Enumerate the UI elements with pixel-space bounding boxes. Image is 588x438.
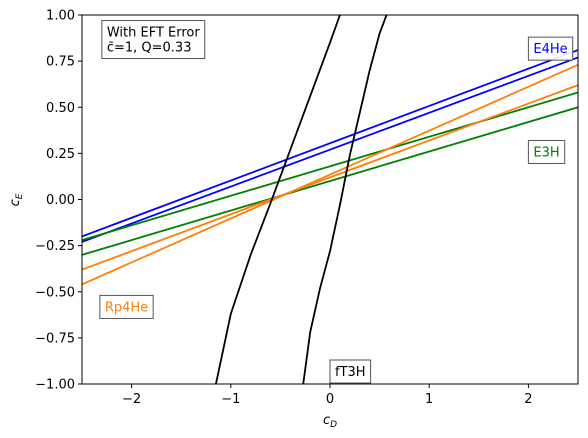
label-e3h-box (527, 139, 566, 164)
label-e4he-text-line: E4He (533, 42, 567, 57)
series-rp4he-line-5 (82, 63, 578, 286)
eft-box-text-line: c̄=1, Q=0.33 (107, 41, 192, 56)
y-tick-label: −0.50 (35, 285, 75, 300)
label-ft3h-annotation: fT3H (329, 359, 372, 384)
plot-frame (81, 14, 579, 385)
label-e4he-box (527, 36, 574, 61)
y-tick-label: −0.25 (35, 239, 75, 254)
x-tick-label: −2 (122, 392, 141, 407)
x-axis-label: cD (323, 413, 337, 430)
label-ft3h-box (329, 359, 372, 384)
label-e3h-text-line: E3H (533, 145, 559, 160)
label-e3h-annotation: E3H (527, 139, 566, 164)
y-tick-label: 0.75 (46, 55, 75, 70)
y-axis-ticks: −1.00 −0.75 −0.50 −0.25 0.00 0.25 0.50 0.75 1.00 (35, 9, 82, 393)
label-ft3h-text-line: fT3H (335, 365, 366, 380)
series-layer (82, 15, 578, 384)
y-tick-label: 0.00 (46, 193, 75, 208)
y-tick-label: 0.50 (46, 101, 75, 116)
label-rp4he-text-line: Rp4He (105, 300, 148, 315)
series-ft3h-line-7 (302, 15, 388, 384)
eft-box-text-line: With EFT Error (107, 26, 201, 41)
y-tick-label: 1.00 (46, 9, 75, 24)
x-axis-label-subscript: D (330, 420, 337, 430)
y-axis-label: cE (8, 193, 25, 206)
x-tick-label: 0 (326, 392, 334, 407)
x-tick-label: −1 (221, 392, 240, 407)
y-tick-label: −1.00 (35, 378, 75, 393)
x-tick-label: 2 (524, 392, 532, 407)
y-axis-label-subscript: E (15, 193, 25, 199)
y-tick-label: 0.25 (46, 147, 75, 162)
y-tick-label: −0.75 (35, 331, 75, 346)
series-e3h-line-2 (82, 91, 578, 241)
series-e4he-line-1 (82, 56, 578, 243)
series-rp4he-line-4 (82, 84, 578, 271)
label-e4he-annotation: E4He (527, 36, 574, 61)
x-axis-ticks: −2 −1 0 1 2 (122, 384, 533, 407)
label-rp4he-annotation: Rp4He (99, 294, 154, 319)
label-rp4he-box (99, 294, 154, 319)
series-e4he-line-0 (82, 49, 578, 238)
series-e3h-line-3 (82, 106, 578, 256)
eft-box-box (101, 20, 206, 60)
series-ft3h-line-6 (215, 15, 341, 384)
x-tick-label: 1 (425, 392, 433, 407)
